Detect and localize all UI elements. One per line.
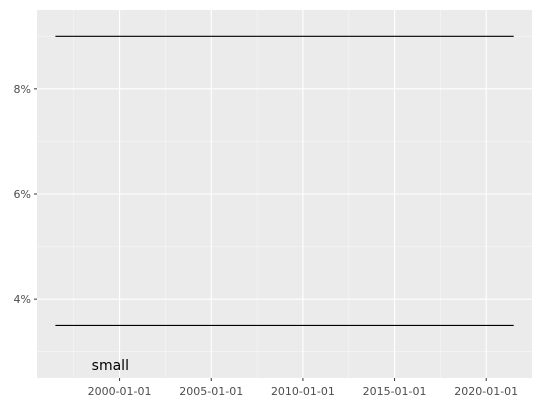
x-tick-label: 2015-01-01 <box>363 385 427 398</box>
series-layer <box>55 35 514 326</box>
y-tick-label: 8% <box>14 83 31 96</box>
x-tick-label: 2010-01-01 <box>271 385 335 398</box>
y-tick-label: 4% <box>14 293 31 306</box>
x-tick-label: 2005-01-01 <box>179 385 243 398</box>
grid-major <box>37 10 532 378</box>
x-tick-label: 2020-01-01 <box>454 385 518 398</box>
annotation-label: small <box>92 358 129 374</box>
y-tick-label: 6% <box>14 188 31 201</box>
x-tick-label: 2000-01-01 <box>88 385 152 398</box>
axes-layer: 2000-01-01 2005-01-01 2010-01-01 2015-01-01… <box>14 83 519 398</box>
annotation-layer: small <box>92 358 129 374</box>
